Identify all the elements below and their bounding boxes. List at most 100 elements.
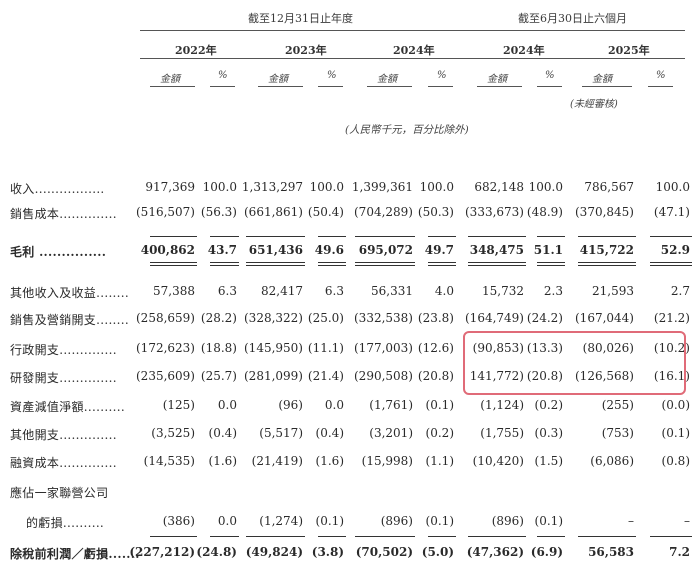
amount-cell: 348,475 [469,243,524,257]
amount-cell: (21,419) [251,454,303,468]
amount-cell: (6,086) [590,454,634,468]
total-rule [355,536,415,537]
row-label: 其他收入及收益........ [10,286,130,300]
total-rule [318,236,346,237]
amount-cell: 56,583 [588,545,634,559]
amount-cell: (126,568) [575,369,634,383]
percent-cell: 49.6 [314,243,344,257]
group2-rule [470,30,685,31]
percent-cell: (0.2) [425,426,454,440]
amount-cell: (14,535) [143,454,195,468]
sub-rule [258,86,303,87]
percent-label: % [327,70,337,81]
percent-cell: 100.0 [528,180,563,194]
percent-cell: 4.0 [434,284,454,298]
year-2022: 2022年 [175,44,217,57]
amount-cell: 57,388 [153,284,195,298]
total-rule [210,262,239,263]
amount-cell: (90,853) [472,341,524,355]
percent-cell: (25.7) [200,369,237,383]
total-rule [650,262,692,263]
amount-cell: (255) [601,398,634,412]
unit-note: (人民幣千元，百分比除外) [345,124,469,136]
percent-cell: (11.1) [307,341,344,355]
percent-cell: 6.3 [324,284,344,298]
percent-label: % [545,70,555,81]
amount-label: 金額 [268,74,288,85]
amount-cell: 917,369 [145,180,195,194]
percent-cell: 2.3 [543,284,563,298]
total-rule [355,262,415,263]
amount-cell: (1,274) [259,514,303,528]
amount-cell: (167,044) [575,311,634,325]
total-rule [428,265,456,266]
percent-cell: 100.0 [419,180,454,194]
total-rule [537,262,565,263]
amount-cell: 56,331 [371,284,413,298]
row-label: 其他開支.............. [10,428,117,442]
amount-cell: (661,861) [244,205,303,219]
percent-cell: (1.5) [534,454,563,468]
percent-cell: (0.0) [661,398,690,412]
percent-cell: (48.9) [526,205,563,219]
sub-rule [367,86,412,87]
total-rule [537,536,565,537]
amount-cell: 21,593 [592,284,634,298]
total-rule [578,262,636,263]
row-label: 應佔一家聯營公司 [10,486,109,500]
total-rule [468,265,526,266]
percent-cell: 0.0 [217,398,237,412]
row-label: 研發開支.............. [10,371,117,385]
amount-cell: (10,420) [472,454,524,468]
amount-cell: 786,567 [584,180,634,194]
amount-cell: (290,508) [354,369,413,383]
years-rule [140,58,685,59]
amount-cell: (177,003) [354,341,413,355]
total-rule [578,265,636,266]
percent-cell: (20.8) [526,369,563,383]
percent-cell: (0.4) [208,426,237,440]
row-label: 毛利 ............... [10,245,107,259]
total-rule [650,236,692,237]
total-rule [537,265,565,266]
percent-cell: (0.1) [425,398,454,412]
amount-cell: (258,659) [136,311,195,325]
row-label: 銷售及營銷開支........ [10,313,130,327]
percent-cell: 51.1 [533,243,563,257]
percent-cell: (0.4) [315,426,344,440]
percent-cell: 100.0 [202,180,237,194]
percent-cell: (50.3) [417,205,454,219]
amount-cell: (370,845) [575,205,634,219]
amount-cell: (1,755) [480,426,524,440]
percent-cell: 2.7 [670,284,690,298]
percent-cell: (12.6) [417,341,454,355]
amount-cell: (80,026) [582,341,634,355]
amount-cell: (235,609) [136,369,195,383]
amount-cell: (70,502) [355,545,413,559]
percent-cell: (18.8) [200,341,237,355]
amount-cell: (3,525) [151,426,195,440]
total-rule [428,236,456,237]
group2-title: 截至6月30日止六個月 [518,12,627,25]
percent-cell: (10.2) [653,341,690,355]
amount-cell: (328,322) [244,311,303,325]
amount-cell: (281,099) [244,369,303,383]
percent-cell: 52.9 [660,243,690,257]
amount-cell: 1,313,297 [241,180,303,194]
amount-cell: (896) [380,514,413,528]
percent-cell: (0.8) [661,454,690,468]
amount-cell: (49,824) [245,545,303,559]
total-rule [468,262,526,263]
amount-cell: (516,507) [136,205,195,219]
percent-cell: (1.1) [425,454,454,468]
percent-cell: (0.1) [661,426,690,440]
total-rule [318,265,346,266]
percent-cell: (0.1) [534,514,563,528]
percent-cell: (1.6) [208,454,237,468]
row-label: 除稅前利潤／虧損....... [10,547,140,561]
percent-cell: (5.0) [421,545,454,559]
total-rule [210,536,239,537]
row-label: 銷售成本.............. [10,207,117,221]
percent-cell: (6.9) [530,545,563,559]
percent-cell: (0.1) [315,514,344,528]
